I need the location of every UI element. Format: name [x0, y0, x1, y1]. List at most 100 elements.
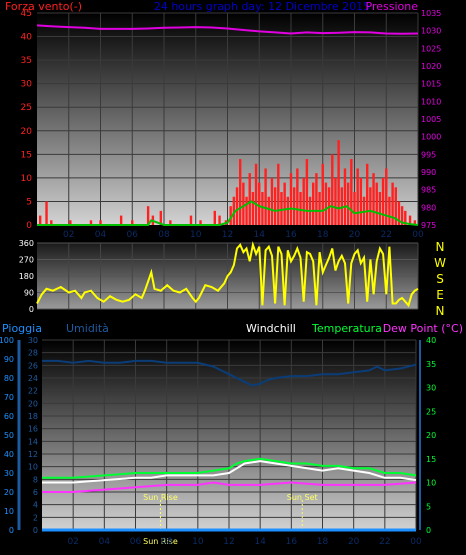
- wind-bar: [302, 177, 305, 225]
- direction-tick-label: 270: [19, 256, 34, 265]
- pressure-axis-title: Pressione: [366, 0, 419, 13]
- rain-tick-label: 30: [28, 336, 38, 345]
- wind-x-tick-label: 10: [190, 230, 202, 240]
- sun-marker-label: Sun Rise: [143, 493, 178, 502]
- pressure-tick-label: 1035: [421, 9, 441, 18]
- humidity-tick-label: 30: [4, 469, 14, 478]
- wind-bar: [372, 173, 375, 225]
- wind-bar: [318, 192, 321, 225]
- wind-bar: [324, 182, 328, 225]
- compass-letter: E: [436, 288, 444, 302]
- wind-bar: [245, 196, 248, 225]
- temperature-x-tick-label: 06: [130, 537, 142, 547]
- wind-bar: [378, 192, 382, 225]
- wind-bar: [159, 210, 163, 225]
- wind-bar: [267, 196, 270, 225]
- wind-bar: [375, 182, 378, 225]
- wind-bar: [408, 215, 412, 225]
- wind-bar: [50, 220, 53, 225]
- wind-bar: [381, 177, 385, 225]
- wind-bar: [305, 159, 309, 225]
- wind-left-ticks: 0 5 10 15 20 25 30 35 40 45: [21, 9, 33, 231]
- temperature-x-ticks: 02 04 06 08 10 12 14 16 18 20 22 00: [67, 537, 422, 547]
- dewpoint-line: [42, 481, 417, 493]
- wind-bar: [350, 159, 353, 225]
- wind-x-tick-label: 20: [349, 230, 361, 240]
- wind-bar: [296, 168, 299, 225]
- rain-tick-label: 20: [28, 399, 38, 408]
- temperature-right-ticks: 0 5 10 15 20 25 30 35 40: [426, 336, 436, 535]
- humidity-left-ticks: 0 10 20 30 40 50 60 70 80 90 100: [0, 336, 14, 535]
- humidity-tick-label: 100: [0, 336, 14, 345]
- rain-tick-label: 26: [28, 361, 38, 370]
- wind-bar: [356, 168, 359, 225]
- wind-bar: [242, 182, 245, 225]
- wind-bar: [397, 201, 401, 225]
- chart-title: 24 hours graph day: 12 Dicembre 2015: [154, 0, 370, 13]
- temperature-line: [42, 457, 417, 479]
- wind-bar: [369, 187, 372, 225]
- wind-bar: [391, 182, 394, 225]
- wind-tick-label: 45: [21, 9, 32, 19]
- wind-tick-label: 30: [21, 80, 33, 90]
- wind-bar: [261, 192, 264, 225]
- direction-tick-label: 360: [19, 239, 34, 248]
- wind-bar: [89, 220, 93, 225]
- wind-bar: [218, 215, 221, 225]
- wind-bar: [404, 210, 407, 225]
- wind-bar: [292, 187, 296, 225]
- pressure-tick-label: 990: [421, 168, 436, 177]
- rain-tick-label: 2: [33, 513, 38, 522]
- direction-line: [36, 240, 419, 308]
- humidity-tick-label: 20: [4, 488, 14, 497]
- rain-tick-label: 24: [28, 374, 38, 383]
- wind-bar: [213, 210, 216, 225]
- wind-bar: [321, 163, 324, 225]
- temperature-lines: [42, 359, 417, 532]
- humidity-tick-label: 50: [4, 431, 14, 440]
- direction-tick-label: 0: [29, 305, 34, 314]
- wind-bar: [119, 215, 123, 225]
- legend-temperature: Temperatura: [311, 322, 382, 335]
- rain-tick-label: 0: [33, 526, 38, 535]
- wind-bar: [258, 182, 261, 225]
- wind-bar: [229, 206, 232, 225]
- humidity-tick-label: 40: [4, 450, 14, 459]
- wind-bar: [394, 187, 397, 225]
- rain-tick-label: 8: [33, 475, 38, 484]
- compass-letter: N: [436, 304, 445, 318]
- wind-bar: [277, 163, 280, 225]
- compass-letter: N: [436, 240, 445, 254]
- wind-bar: [400, 206, 404, 225]
- temperature-tick-label: 35: [426, 360, 436, 369]
- pressure-tick-label: 1010: [421, 97, 441, 106]
- wind-bar: [388, 196, 391, 225]
- wind-bar: [283, 182, 286, 225]
- wind-bar: [239, 159, 242, 225]
- wind-tick-label: 15: [21, 150, 32, 160]
- sun-time-marker: Sun Rise: [143, 537, 178, 546]
- pressure-tick-label: 975: [421, 221, 436, 230]
- wind-tick-label: 5: [26, 197, 32, 207]
- gust-line: [37, 200, 419, 226]
- wind-bar: [337, 140, 340, 225]
- wind-tick-label: 40: [21, 33, 33, 43]
- humidity-tick-label: 70: [4, 393, 14, 402]
- wind-x-tick-label: 12: [222, 230, 233, 240]
- wind-bar: [45, 201, 48, 225]
- wind-axis-title: Forza vento(-): [5, 0, 82, 13]
- humidity-tick-label: 10: [4, 507, 14, 516]
- wind-bar: [69, 220, 72, 225]
- temperature-x-tick-label: 18: [317, 537, 329, 547]
- wind-bar: [280, 192, 283, 225]
- temperature-x-tick-label: 00: [410, 537, 422, 547]
- wind-bar: [248, 173, 251, 225]
- wind-bar: [189, 215, 193, 225]
- legend-windchill: Windchill: [246, 322, 296, 335]
- temperature-tick-label: 5: [426, 502, 431, 511]
- wind-bar: [299, 192, 302, 225]
- wind-bar: [254, 163, 258, 225]
- pressure-tick-label: 980: [421, 203, 436, 212]
